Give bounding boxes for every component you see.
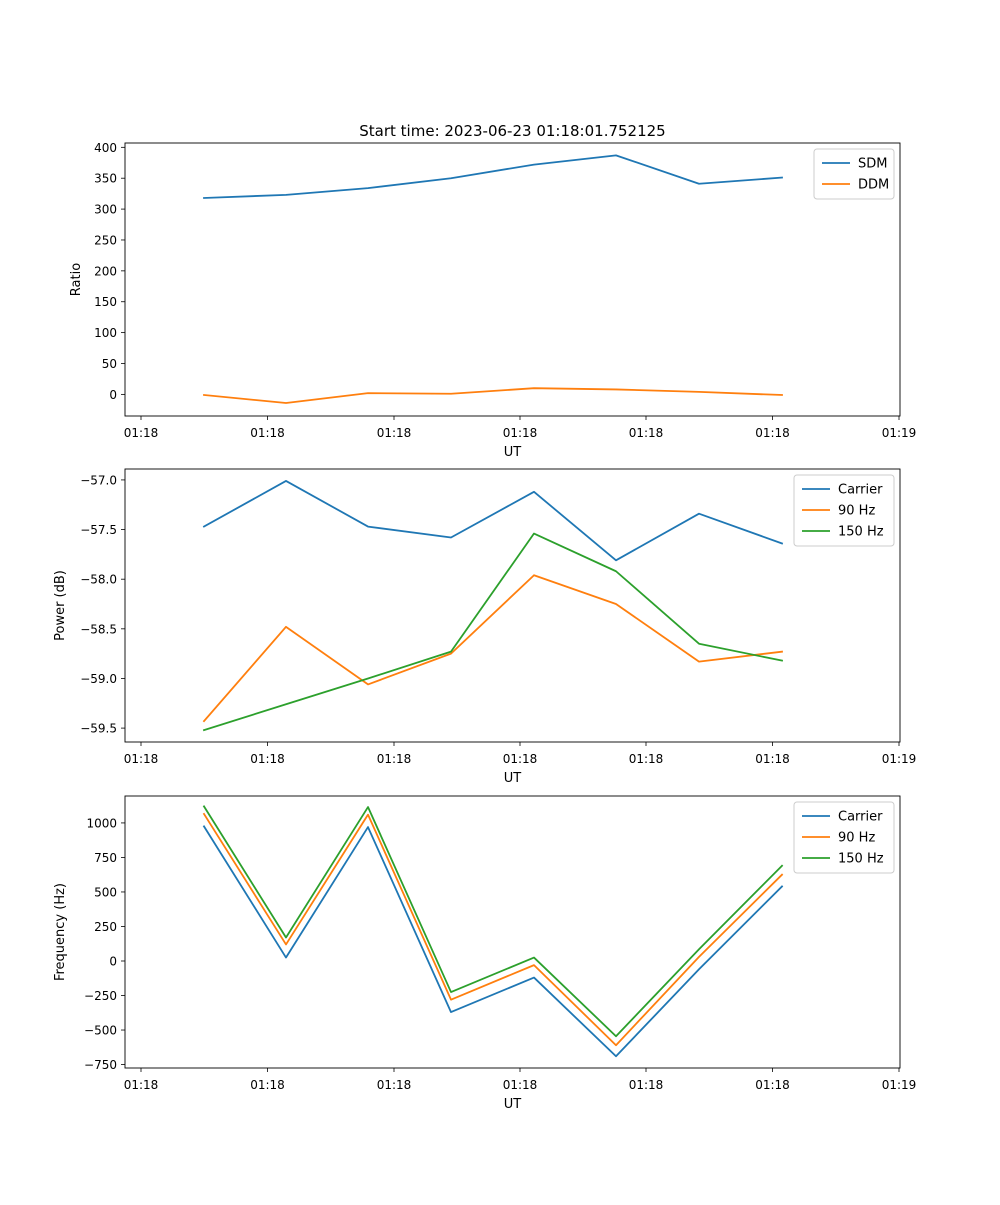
- x-tick-label: 01:18: [250, 1078, 285, 1092]
- series-line-ddm: [203, 387, 783, 404]
- legend-box: [793, 801, 895, 874]
- x-tick-label: 01:18: [377, 426, 412, 440]
- x-tick-label: 01:18: [124, 752, 159, 766]
- y-axis-label: Ratio: [69, 263, 84, 296]
- figure-title: Start time: 2023-06-23 01:18:01.752125: [359, 122, 665, 140]
- series-line-90-hz: [202, 574, 784, 723]
- x-tick-label: 01:18: [629, 1078, 664, 1092]
- axes-frame: [124, 468, 901, 743]
- subplot-2: 01:18 01:18 01:18 01:18 01:18 01:18 01:19 −59.5…: [53, 468, 917, 786]
- legend-label: 150 Hz: [838, 525, 884, 540]
- x-tick-label: 01:18: [250, 752, 285, 766]
- legend-label: DDM: [858, 178, 889, 193]
- y-tick-label: −59.0: [80, 672, 117, 686]
- x-tick-label: 01:18: [503, 426, 538, 440]
- legend-label: 150 Hz: [838, 852, 884, 867]
- legend-label: 90 Hz: [838, 504, 875, 519]
- y-tick-label: 400: [94, 141, 117, 155]
- y-tick-label: −500: [84, 1024, 117, 1038]
- y-tick-label: 750: [94, 851, 117, 865]
- y-tick-label: 100: [94, 326, 117, 340]
- x-tick-label: 01:18: [755, 1078, 790, 1092]
- y-tick-label: −58.0: [80, 573, 117, 587]
- y-tick-label: 300: [94, 203, 117, 217]
- legend-label: SDM: [858, 157, 887, 172]
- y-tick-label: 200: [94, 264, 117, 278]
- x-tick-label: 01:18: [503, 1078, 538, 1092]
- y-tick-label: −58.5: [80, 622, 117, 636]
- subplot-1: 01:18 01:18 01:18 01:18 01:18 01:18 01:19 0 50 10…: [69, 141, 916, 460]
- x-tick-label: 01:18: [629, 752, 664, 766]
- legend-box: [813, 148, 895, 200]
- y-axis-label: Frequency (Hz): [53, 883, 68, 981]
- series-line-90-hz: [202, 812, 784, 1047]
- series-line-carrier: [202, 825, 784, 1058]
- legend: Carrier 90 Hz 150 Hz: [793, 474, 895, 547]
- y-tick-label: −250: [84, 989, 117, 1003]
- x-tick-label: 01:19: [882, 426, 917, 440]
- x-tick-label: 01:18: [377, 1078, 412, 1092]
- y-tick-label: −57.5: [80, 523, 117, 537]
- x-tick-label: 01:18: [124, 1078, 159, 1092]
- y-axis-label: Power (dB): [53, 570, 68, 641]
- x-axis-label: UT: [504, 771, 522, 786]
- x-tick-label: 01:18: [755, 426, 790, 440]
- legend: SDM DDM: [813, 148, 895, 200]
- series-line-sdm: [203, 154, 783, 199]
- y-tick-label: 500: [94, 885, 117, 899]
- axes-frame: [124, 795, 901, 1069]
- legend-box: [793, 474, 895, 547]
- y-tick-label: −57.0: [80, 473, 117, 487]
- x-axis-label: UT: [504, 1097, 522, 1112]
- x-tick-label: 01:19: [882, 752, 917, 766]
- y-tick-label: 50: [102, 357, 117, 371]
- subplot-3: 01:18 01:18 01:18 01:18 01:18 01:18 01:19 −750 −…: [53, 795, 917, 1112]
- series-line-carrier: [202, 480, 784, 562]
- y-tick-label: 350: [94, 172, 117, 186]
- x-tick-label: 01:18: [629, 426, 664, 440]
- y-tick-label: −59.5: [80, 722, 117, 736]
- x-tick-label: 01:18: [755, 752, 790, 766]
- y-tick-label: 0: [109, 954, 117, 968]
- y-tick-label: −750: [84, 1058, 117, 1072]
- x-tick-label: 01:18: [503, 752, 538, 766]
- x-axis-label: UT: [504, 445, 522, 460]
- y-tick-label: 150: [94, 295, 117, 309]
- y-tick-label: 0: [109, 388, 117, 402]
- x-tick-label: 01:19: [882, 1078, 917, 1092]
- axes-frame: [124, 142, 901, 417]
- x-tick-label: 01:18: [250, 426, 285, 440]
- series-line-150-hz: [202, 805, 784, 1038]
- y-tick-label: 250: [94, 920, 117, 934]
- y-tick-label: 250: [94, 233, 117, 247]
- legend: Carrier 90 Hz 150 Hz: [793, 801, 895, 874]
- legend-label: Carrier: [838, 483, 883, 498]
- series-line-150-hz: [202, 532, 784, 732]
- x-tick-label: 01:18: [124, 426, 159, 440]
- x-tick-label: 01:18: [377, 752, 412, 766]
- y-tick-label: 1000: [86, 816, 117, 830]
- legend-label: Carrier: [838, 810, 883, 825]
- legend-label: 90 Hz: [838, 831, 875, 846]
